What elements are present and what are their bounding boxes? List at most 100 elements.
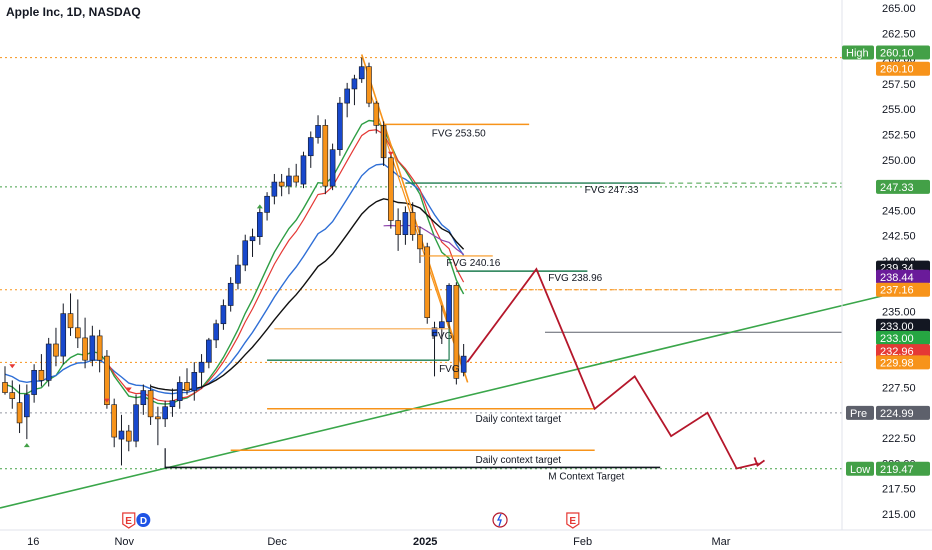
signal-marker bbox=[9, 364, 16, 369]
candle-body[interactable] bbox=[31, 369, 37, 395]
price-tag-value: 232.96 bbox=[880, 346, 914, 358]
candle-body[interactable] bbox=[96, 335, 103, 361]
candle-body[interactable] bbox=[264, 195, 270, 213]
candle-body[interactable] bbox=[373, 102, 380, 126]
candle-body[interactable] bbox=[351, 78, 358, 90]
candle-body[interactable] bbox=[322, 125, 329, 187]
candle-body[interactable] bbox=[242, 240, 249, 266]
candle-body[interactable] bbox=[53, 343, 59, 357]
candle-body[interactable] bbox=[206, 339, 212, 363]
trend-line bbox=[0, 295, 883, 509]
candle-body[interactable] bbox=[417, 234, 423, 250]
candle-body[interactable] bbox=[191, 372, 198, 391]
candle-body[interactable] bbox=[460, 355, 467, 373]
price-tag-value: 229.98 bbox=[880, 357, 914, 369]
price-tag-value: 233.00 bbox=[880, 321, 914, 333]
candle-body[interactable] bbox=[198, 361, 205, 373]
price-tag-label-bg bbox=[846, 405, 874, 420]
signal-marker bbox=[125, 387, 132, 392]
candle-body[interactable] bbox=[169, 400, 176, 408]
y-tick-label: 262.50 bbox=[882, 28, 916, 40]
chart-title: Apple Inc, 1D, NASDAQ bbox=[6, 5, 141, 19]
candle-body[interactable] bbox=[315, 125, 321, 138]
candle-body[interactable] bbox=[16, 402, 23, 424]
candle-body[interactable] bbox=[82, 337, 88, 361]
projection-arrowhead bbox=[753, 457, 766, 467]
candle-body[interactable] bbox=[446, 284, 452, 323]
earnings-marker[interactable] bbox=[122, 512, 136, 529]
candle-body[interactable] bbox=[256, 212, 263, 238]
candle-body[interactable] bbox=[67, 313, 74, 329]
y-tick-label: 250.00 bbox=[882, 155, 916, 167]
y-tick-label: 245.00 bbox=[882, 205, 916, 217]
candle-body[interactable] bbox=[38, 369, 45, 381]
candle-body[interactable] bbox=[125, 430, 132, 442]
signal-marker bbox=[103, 398, 110, 403]
price-tag bbox=[876, 269, 930, 284]
candle-body[interactable] bbox=[60, 313, 67, 357]
earnings-marker[interactable] bbox=[566, 512, 580, 529]
candle-body[interactable] bbox=[118, 430, 125, 440]
candle-body[interactable] bbox=[140, 390, 147, 406]
candle-body[interactable] bbox=[329, 149, 336, 187]
fvg-label: Daily context target bbox=[475, 414, 561, 425]
x-tick-label: Nov bbox=[114, 536, 134, 548]
candle-body[interactable] bbox=[2, 382, 8, 393]
candle-body[interactable] bbox=[431, 327, 438, 337]
price-tag-value: 247.33 bbox=[880, 182, 914, 194]
candle-body[interactable] bbox=[424, 246, 431, 318]
price-tag bbox=[876, 330, 930, 345]
candle-body[interactable] bbox=[220, 305, 227, 325]
candle-body[interactable] bbox=[286, 175, 292, 187]
price-tag bbox=[876, 282, 930, 297]
candle-body[interactable] bbox=[402, 212, 409, 235]
candle-body[interactable] bbox=[337, 102, 343, 150]
x-tick-label: 2025 bbox=[413, 536, 437, 548]
candle-body[interactable] bbox=[278, 181, 285, 187]
candle-body[interactable] bbox=[409, 212, 416, 235]
candle-body[interactable] bbox=[24, 394, 30, 418]
price-tag bbox=[876, 45, 930, 60]
price-tag-label: High bbox=[846, 48, 869, 60]
candle-body[interactable] bbox=[271, 181, 278, 197]
candle-body[interactable] bbox=[104, 355, 110, 406]
candle-body[interactable] bbox=[293, 175, 300, 183]
candle-body[interactable] bbox=[147, 390, 154, 418]
candle-body[interactable] bbox=[249, 236, 256, 242]
event-marker-label: D bbox=[140, 516, 147, 527]
candle-body[interactable] bbox=[155, 416, 161, 420]
price-tag-value: 260.10 bbox=[880, 48, 914, 60]
grid-layer bbox=[0, 57, 842, 470]
candle-body[interactable] bbox=[358, 66, 365, 80]
candle-body[interactable] bbox=[133, 404, 139, 442]
candle-body[interactable] bbox=[184, 382, 190, 391]
candle-body[interactable] bbox=[162, 406, 168, 420]
fvg-label: FVG 253.50 bbox=[432, 128, 486, 139]
projection-path bbox=[466, 267, 759, 470]
candle-body[interactable] bbox=[176, 382, 183, 401]
candle-body[interactable] bbox=[438, 321, 445, 329]
candle-body[interactable] bbox=[307, 137, 314, 157]
price-tags-layer: 260.10High260.10247.33239.34238.44237.16… bbox=[842, 45, 930, 476]
price-tag bbox=[876, 179, 930, 194]
price-tag-label: Pre bbox=[850, 408, 867, 420]
price-tag-value: 260.10 bbox=[880, 64, 914, 76]
candle-body[interactable] bbox=[213, 323, 219, 341]
candle-body[interactable] bbox=[89, 335, 96, 361]
candle-body[interactable] bbox=[344, 88, 350, 104]
candle-body[interactable] bbox=[227, 282, 234, 306]
candle-body[interactable] bbox=[235, 264, 241, 284]
dividend-marker[interactable] bbox=[136, 513, 151, 527]
candle-body[interactable] bbox=[45, 343, 52, 381]
candle-body[interactable] bbox=[75, 327, 81, 339]
candle-body[interactable] bbox=[111, 404, 117, 438]
candle-body[interactable] bbox=[300, 155, 307, 185]
candle-body[interactable] bbox=[9, 392, 16, 399]
candle-body[interactable] bbox=[388, 157, 394, 221]
candle-body[interactable] bbox=[453, 284, 460, 379]
candle-body[interactable] bbox=[395, 220, 401, 235]
candle-body[interactable] bbox=[366, 66, 372, 104]
